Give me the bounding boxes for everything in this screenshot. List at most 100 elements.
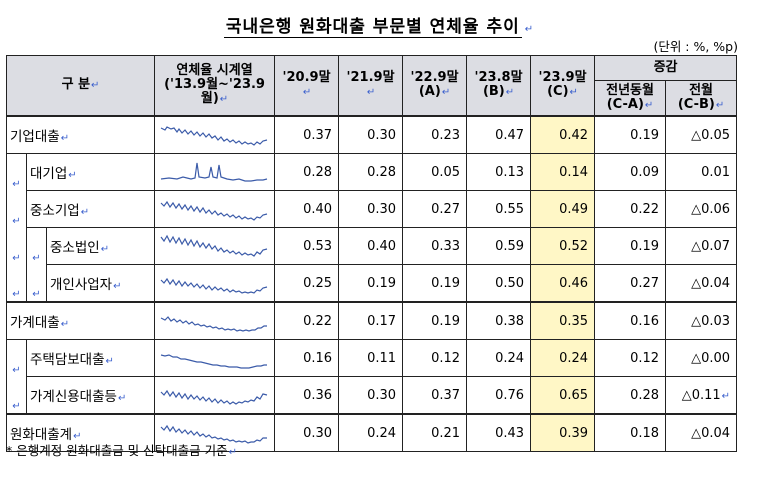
cell-mom: △0.04 xyxy=(665,264,738,303)
cell-mom: △0.03 xyxy=(665,301,738,340)
table-row: 가계대출↵ 0.22 0.17 0.19 0.38 0.35 0.16 △0.0… xyxy=(5,301,738,340)
cell-v2: 0.24 xyxy=(338,413,404,452)
cell-mom: △0.06 xyxy=(665,190,738,228)
row-label: 중소법인↵ xyxy=(45,227,156,265)
cell-v2: 0.19 xyxy=(338,264,404,303)
cell-v1: 0.37 xyxy=(274,115,340,154)
cell-v3: 0.27 xyxy=(402,190,468,228)
sparkline xyxy=(154,115,276,154)
sparkline-chart xyxy=(160,162,268,182)
cell-v5: 0.39 xyxy=(530,413,596,452)
footnote: * 은행계정 원화대출금 및 신탁대출금 기준↵ xyxy=(6,443,238,458)
indent-cell: ↵ xyxy=(6,190,27,228)
cell-v3: 0.23 xyxy=(402,115,468,154)
cell-v4: 0.24 xyxy=(466,339,532,377)
indent-cell: ↵ xyxy=(6,227,27,265)
indent-cell: ↵ xyxy=(6,153,27,191)
cell-v5: 0.24 xyxy=(530,339,596,377)
cell-v5: 0.14 xyxy=(530,153,596,191)
cell-v1: 0.40 xyxy=(274,190,340,228)
row-label: 가계대출↵ xyxy=(5,301,156,340)
sparkline-chart xyxy=(160,316,268,332)
indent-cell: ↵ xyxy=(6,339,27,377)
cell-v5: 0.52 xyxy=(530,227,596,265)
cell-v5: 0.65 xyxy=(530,376,596,415)
cell-v5: 0.35 xyxy=(530,301,596,340)
cell-v2: 0.28 xyxy=(338,153,404,191)
sparkline xyxy=(154,190,276,228)
cell-yoy: 0.28 xyxy=(594,376,667,415)
table-row: ↵ 가계신용대출등↵ 0.36 0.30 0.37 0.76 0.65 0.28… xyxy=(6,376,738,415)
sparkline xyxy=(154,301,276,340)
cell-mom: 0.01 xyxy=(665,153,738,191)
cell-v1: 0.22 xyxy=(274,301,340,340)
cell-v4: 0.13 xyxy=(466,153,532,191)
cell-v4: 0.59 xyxy=(466,227,532,265)
header-category: 구 분↵ xyxy=(5,55,156,117)
cell-v1: 0.25 xyxy=(274,264,340,303)
cell-v1: 0.16 xyxy=(274,339,340,377)
header-c3: '22.9말 (A)↵ xyxy=(402,55,468,117)
table-row: ↵ 중소기업↵ 0.40 0.30 0.27 0.55 0.49 0.22 △0… xyxy=(6,190,738,228)
cell-v2: 0.11 xyxy=(338,339,404,377)
sparkline xyxy=(154,339,276,377)
cell-v1: 0.30 xyxy=(274,413,340,452)
cell-yoy: 0.12 xyxy=(594,339,667,377)
sparkline xyxy=(154,264,276,303)
table-row: ↵ 주택담보대출↵ 0.16 0.11 0.12 0.24 0.24 0.12 … xyxy=(6,339,738,377)
sparkline-chart xyxy=(160,200,268,221)
delinquency-table: 구 분↵ 연체율 시계열 ('13.9월~'23.9월)↵ '20.9말 ↵ '21… xyxy=(5,55,738,452)
cell-v3: 0.21 xyxy=(402,413,468,452)
cell-v1: 0.53 xyxy=(274,227,340,265)
cell-mom: △0.04 xyxy=(665,413,738,452)
sparkline xyxy=(154,153,276,191)
cell-v4: 0.76 xyxy=(466,376,532,415)
cell-v3: 0.19 xyxy=(402,264,468,303)
cell-v4: 0.38 xyxy=(466,301,532,340)
row-label: 대기업↵ xyxy=(25,153,156,191)
cell-v3: 0.33 xyxy=(402,227,468,265)
table-row: ↵ ↵ 중소법인↵ 0.53 0.40 0.33 0.59 0.52 0.19 … xyxy=(6,227,738,265)
row-label: 개인사업자↵ xyxy=(45,264,156,303)
sparkline xyxy=(154,227,276,265)
header-c5: '23.9말 (C)↵ xyxy=(530,55,596,117)
cell-v2: 0.30 xyxy=(338,376,404,415)
sparkline-chart xyxy=(160,424,268,444)
sparkline-chart xyxy=(160,389,268,405)
cell-v3: 0.37 xyxy=(402,376,468,415)
cell-mom: △0.00 xyxy=(665,339,738,377)
cell-v5: 0.46 xyxy=(530,264,596,303)
sparkline-chart xyxy=(160,126,268,146)
page-title: 국내은행 원화대출 부문별 연체율 추이 ↵ xyxy=(223,17,535,38)
sparkline-chart xyxy=(160,234,268,257)
table-row: 기업대출↵ 0.37 0.30 0.23 0.47 0.42 0.19 △0.0… xyxy=(5,115,738,154)
cell-v4: 0.50 xyxy=(466,264,532,303)
row-label: 원화대출계↵ xyxy=(5,413,156,452)
cell-yoy: 0.19 xyxy=(594,227,667,265)
indent-cell: ↵ xyxy=(6,376,27,414)
cell-yoy: 0.18 xyxy=(594,413,667,452)
cell-v3: 0.19 xyxy=(402,301,468,340)
row-label: 기업대출↵ xyxy=(5,115,156,154)
cell-v5: 0.49 xyxy=(530,190,596,228)
cell-yoy: 0.22 xyxy=(594,190,667,228)
cell-v2: 0.17 xyxy=(338,301,404,340)
cell-yoy: 0.27 xyxy=(594,264,667,303)
cell-v3: 0.05 xyxy=(402,153,468,191)
cell-v1: 0.36 xyxy=(274,376,340,415)
header-c4: '23.8말 (B)↵ xyxy=(466,55,532,117)
cell-yoy: 0.19 xyxy=(594,115,667,154)
cell-v4: 0.43 xyxy=(466,413,532,452)
table-row: ↵ 대기업↵ 0.28 0.28 0.05 0.13 0.14 0.09 0.0… xyxy=(6,153,738,191)
cell-yoy: 0.16 xyxy=(594,301,667,340)
unit-note: (단위 : %, %p) xyxy=(653,39,738,54)
table-row: 원화대출계↵ 0.30 0.24 0.21 0.43 0.39 0.18 △0.… xyxy=(5,413,738,452)
header-change: 증감 xyxy=(594,55,738,81)
header-yoy: 전년동월 (C-A)↵ xyxy=(594,80,667,117)
cell-v3: 0.12 xyxy=(402,339,468,377)
sparkline-chart xyxy=(160,277,268,294)
header-c2: '21.9말 ↵ xyxy=(338,55,404,117)
cell-mom: △0.11↵ xyxy=(665,376,738,415)
sparkline-chart xyxy=(160,354,268,369)
cell-v2: 0.40 xyxy=(338,227,404,265)
